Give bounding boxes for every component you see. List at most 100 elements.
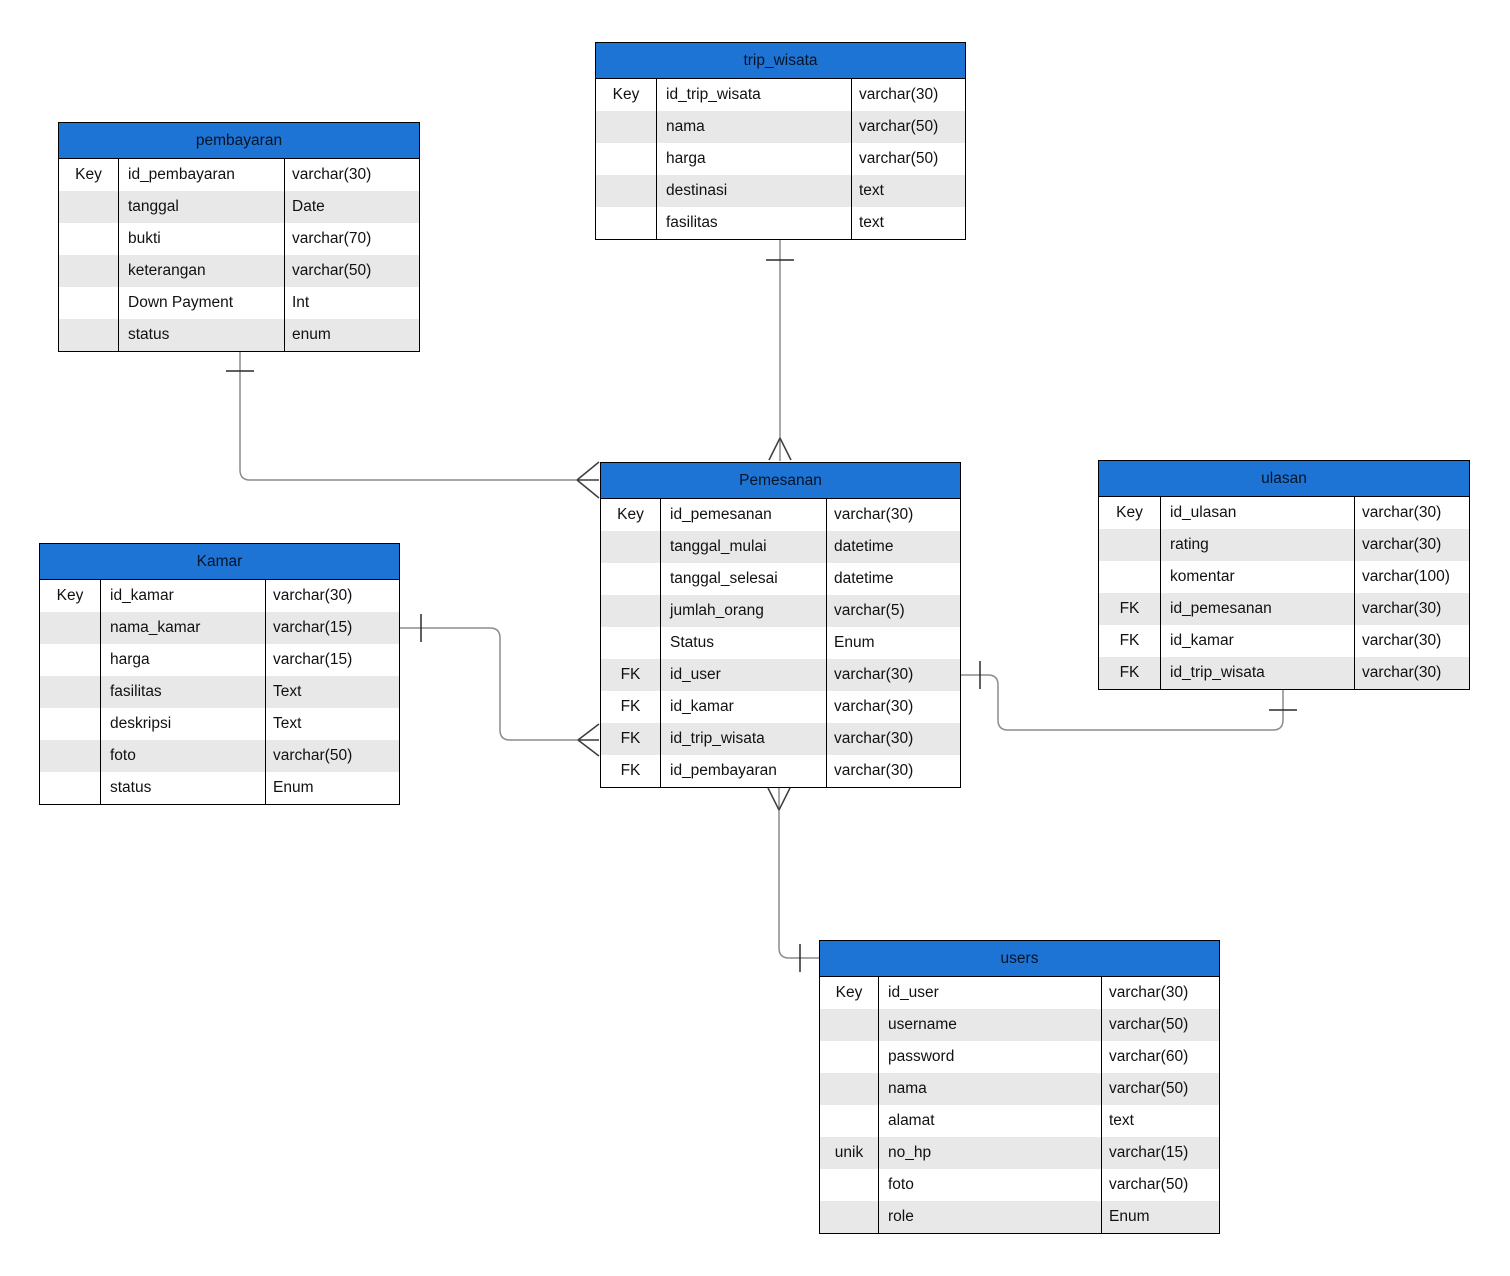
table-row: FK id_pembayaran varchar(30) [601, 755, 960, 787]
row-field-name: id_user [661, 659, 827, 691]
crow-foot-many-icon [768, 437, 792, 461]
table-row: FK id_pemesanan varchar(30) [1099, 593, 1469, 625]
row-key-flag [596, 175, 657, 207]
row-field-name: komentar [1161, 561, 1355, 593]
row-key-flag [59, 255, 119, 287]
row-field-name: tanggal [119, 191, 285, 223]
row-field-name: rating [1161, 529, 1355, 561]
row-field-name: id_trip_wisata [657, 79, 852, 111]
row-field-name: harga [101, 644, 266, 676]
row-field-name: deskripsi [101, 708, 266, 740]
table-title: Pemesanan [601, 463, 960, 499]
row-field-type: varchar(50) [1109, 1176, 1189, 1193]
connector-line [239, 351, 577, 481]
row-field-type: text [859, 182, 884, 199]
row-key-flag: Key [40, 580, 101, 612]
table-row: jumlah_orang varchar(5) [601, 595, 960, 627]
row-field-type: varchar(30) [859, 86, 939, 103]
row-field-type: varchar(100) [1362, 568, 1450, 585]
row-field-name: nama [657, 111, 852, 143]
row-key-flag [820, 1041, 879, 1073]
row-field-name: bukti [119, 223, 285, 255]
row-field-type: varchar(30) [1362, 536, 1442, 553]
row-field-name: id_ulasan [1161, 497, 1355, 529]
row-field-type: varchar(15) [273, 619, 353, 636]
connector-kamar-pemesanan [400, 614, 600, 757]
row-field-type: Text [273, 683, 302, 700]
table-title: trip_wisata [596, 43, 965, 79]
row-field-name: id_pembayaran [119, 159, 285, 191]
row-key-flag [59, 191, 119, 223]
row-key-flag [820, 1073, 879, 1105]
row-field-name: username [879, 1009, 1102, 1041]
table-row: FK id_kamar varchar(30) [601, 691, 960, 723]
row-key-flag [40, 676, 101, 708]
row-key-flag: unik [820, 1137, 879, 1169]
row-field-name: id_kamar [1161, 625, 1355, 657]
row-field-name: keterangan [119, 255, 285, 287]
row-key-flag: FK [601, 691, 661, 723]
table-row: tanggal Date [59, 191, 419, 223]
row-key-flag: FK [601, 659, 661, 691]
table-body: Key id_ulasan varchar(30) rating varchar(30)… [1099, 497, 1469, 689]
row-key-flag [820, 1009, 879, 1041]
row-field-name: Down Payment [119, 287, 285, 319]
table-row: username varchar(50) [820, 1009, 1219, 1041]
row-field-type: text [1109, 1112, 1134, 1129]
table-row: komentar varchar(100) [1099, 561, 1469, 593]
row-key-flag: Key [1099, 497, 1161, 529]
row-field-name: nama_kamar [101, 612, 266, 644]
table-row: fasilitas Text [40, 676, 399, 708]
row-field-name: password [879, 1041, 1102, 1073]
table-body: Key id_user varchar(30) username varchar(50)… [820, 977, 1219, 1233]
row-field-type: varchar(30) [292, 166, 372, 183]
row-field-type: varchar(50) [859, 118, 939, 135]
entity-table-pemesanan[interactable]: Pemesanan Key id_pemesanan varchar(30) tang… [600, 462, 961, 788]
entity-table-pembayaran[interactable]: pembayaran Key id_pembayaran varchar(30) ta… [58, 122, 420, 352]
row-key-flag [40, 772, 101, 804]
row-field-type: varchar(30) [1362, 600, 1442, 617]
row-field-type: datetime [834, 538, 894, 555]
row-field-type: varchar(50) [1109, 1080, 1189, 1097]
row-key-flag [40, 740, 101, 772]
table-row: nama varchar(50) [820, 1073, 1219, 1105]
row-field-type: varchar(70) [292, 230, 372, 247]
row-key-flag: FK [1099, 625, 1161, 657]
table-row: deskripsi Text [40, 708, 399, 740]
row-field-name: id_pemesanan [1161, 593, 1355, 625]
row-key-flag [820, 1201, 879, 1233]
row-field-type: varchar(15) [1109, 1144, 1189, 1161]
row-field-name: jumlah_orang [661, 595, 827, 627]
row-field-name: foto [879, 1169, 1102, 1201]
row-key-flag: Key [596, 79, 657, 111]
row-field-type: varchar(50) [859, 150, 939, 167]
table-row: keterangan varchar(50) [59, 255, 419, 287]
entity-table-users[interactable]: users Key id_user varchar(30) username varch… [819, 940, 1220, 1234]
row-field-type: varchar(30) [1362, 632, 1442, 649]
row-field-type: varchar(50) [292, 262, 372, 279]
entity-table-kamar[interactable]: Kamar Key id_kamar varchar(30) nama_kamar va… [39, 543, 400, 805]
row-key-flag [601, 627, 661, 659]
crow-foot-many-icon [576, 461, 600, 499]
row-field-name: id_trip_wisata [1161, 657, 1355, 689]
row-key-flag [1099, 529, 1161, 561]
row-field-type: varchar(30) [834, 666, 914, 683]
table-row: foto varchar(50) [820, 1169, 1219, 1201]
row-field-name: tanggal_mulai [661, 531, 827, 563]
table-body: Key id_trip_wisata varchar(30) nama varchar(… [596, 79, 965, 239]
table-row: Down Payment Int [59, 287, 419, 319]
table-row: tanggal_mulai datetime [601, 531, 960, 563]
row-field-type: varchar(30) [834, 698, 914, 715]
row-key-flag: Key [820, 977, 879, 1009]
row-field-name: id_kamar [101, 580, 266, 612]
table-title: Kamar [40, 544, 399, 580]
entity-table-ulasan[interactable]: ulasan Key id_ulasan varchar(30) rating varc… [1098, 460, 1470, 690]
table-row: foto varchar(50) [40, 740, 399, 772]
row-key-flag [40, 644, 101, 676]
connector-line [778, 787, 819, 959]
table-row: Key id_pemesanan varchar(30) [601, 499, 960, 531]
row-key-flag [59, 223, 119, 255]
row-key-flag [601, 563, 661, 595]
entity-table-trip-wisata[interactable]: trip_wisata Key id_trip_wisata varchar(30)… [595, 42, 966, 240]
row-field-type: Enum [834, 634, 875, 651]
